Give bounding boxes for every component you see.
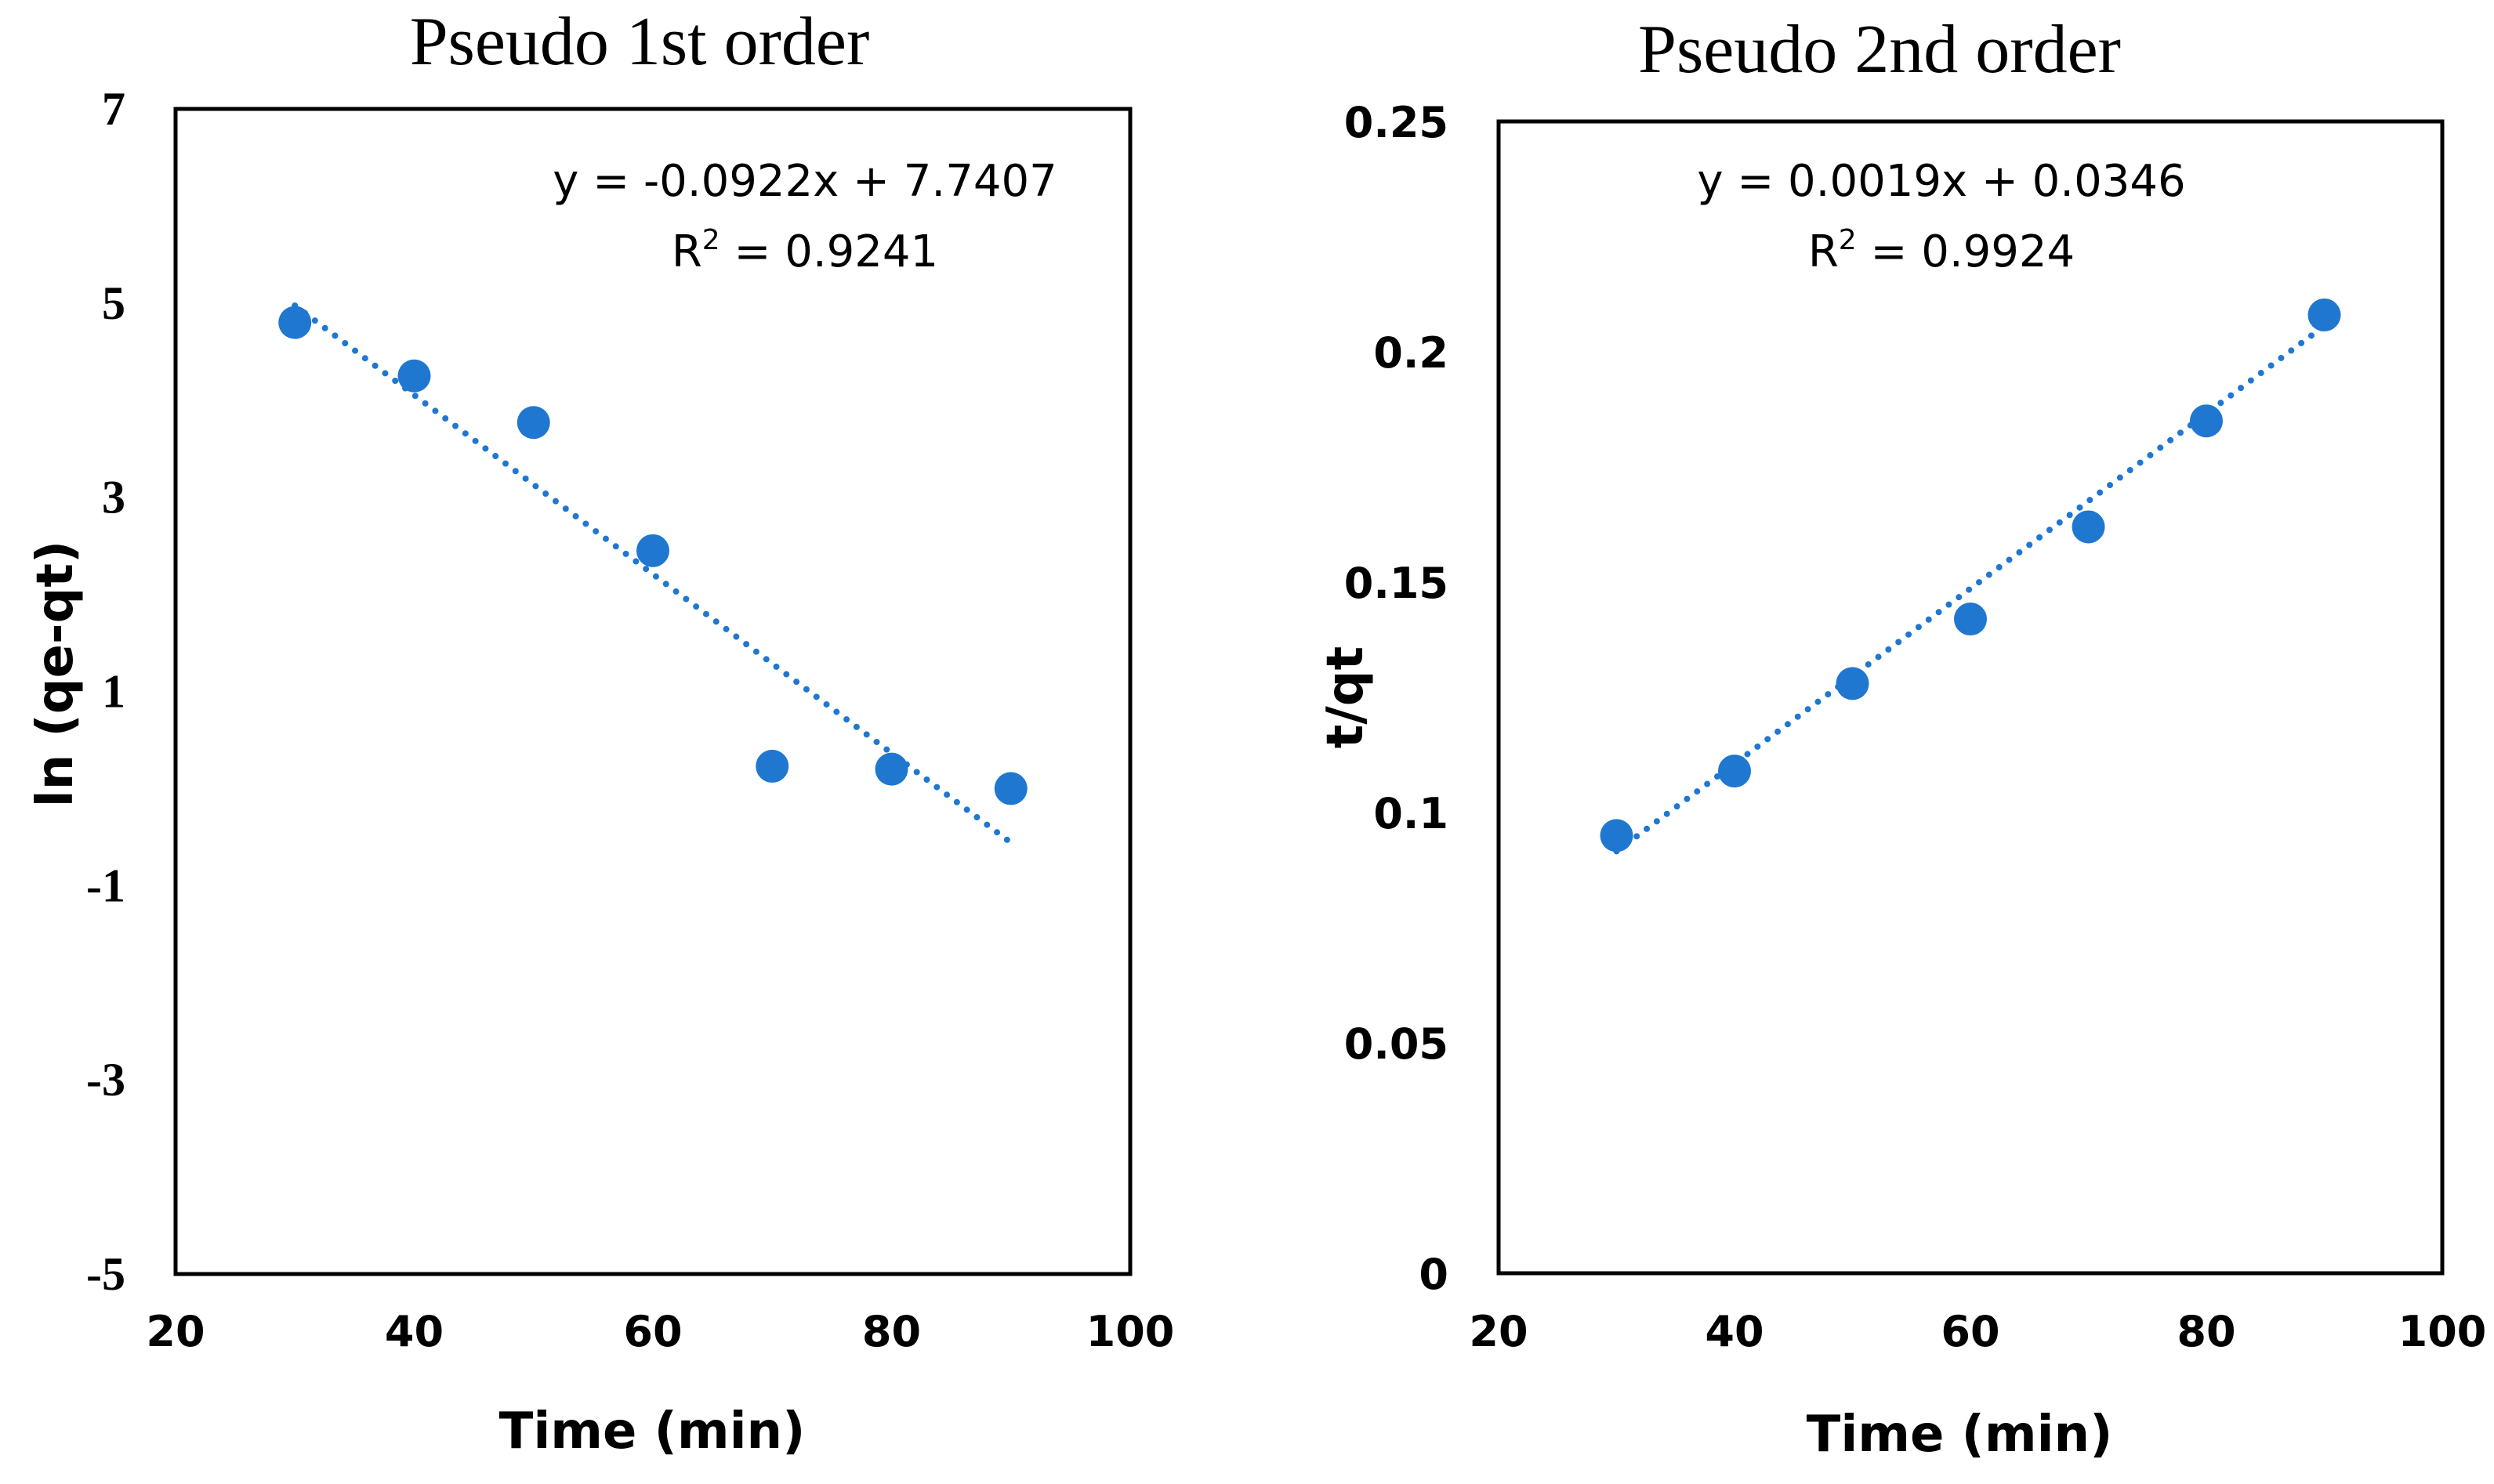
r2-superscript: 2 bbox=[702, 224, 720, 256]
x-tick-labels: 20 40 60 80 100 bbox=[146, 1307, 1174, 1356]
data-point bbox=[875, 752, 908, 786]
x-tick-label: 40 bbox=[385, 1307, 444, 1356]
x-tick-label: 100 bbox=[1086, 1307, 1175, 1356]
r2-prefix: R bbox=[1808, 226, 1839, 277]
y-tick-label: -5 bbox=[86, 1248, 125, 1300]
plot-frame bbox=[173, 107, 1133, 1276]
trendline-path bbox=[1613, 323, 2328, 855]
data-points bbox=[278, 306, 1028, 805]
r2-superscript: 2 bbox=[1839, 224, 1857, 256]
trendline-equation: y = -0.0922x + 7.7407 bbox=[553, 156, 1057, 207]
data-point bbox=[2190, 404, 2223, 438]
x-tick-labels: 20 40 60 80 100 bbox=[1469, 1307, 2486, 1356]
y-tick-label: -1 bbox=[86, 860, 125, 911]
x-tick-label: 100 bbox=[2398, 1307, 2487, 1356]
plot-frame bbox=[1496, 119, 2445, 1276]
data-point bbox=[2072, 510, 2105, 544]
y-tick-label: 7 bbox=[102, 83, 125, 135]
trendline-equation: y = 0.0019x + 0.0346 bbox=[1697, 156, 2185, 207]
y-tick-labels: -5 -3 -1 1 3 5 7 bbox=[86, 83, 125, 1300]
data-point bbox=[994, 772, 1028, 805]
trendline bbox=[292, 302, 1014, 846]
r-squared-label: R2 = 0.9241 bbox=[672, 224, 938, 277]
x-tick-label: 40 bbox=[1705, 1307, 1764, 1356]
r-squared-label: R2 = 0.9924 bbox=[1808, 224, 2075, 277]
data-point bbox=[2307, 298, 2341, 331]
chart-title: Pseudo 2nd order bbox=[1638, 12, 2121, 88]
x-axis-label: Time (min) bbox=[1807, 1406, 2113, 1464]
data-point bbox=[278, 306, 312, 339]
data-point bbox=[636, 534, 669, 567]
y-tick-label: 0.05 bbox=[1344, 1019, 1448, 1069]
y-tick-label: 0.15 bbox=[1344, 559, 1448, 608]
x-axis-label: Time (min) bbox=[499, 1403, 806, 1460]
data-point bbox=[1718, 755, 1751, 788]
y-axis-label: ln (qe-qt) bbox=[27, 541, 85, 807]
chart-pseudo-second-order: Pseudo 2nd order 0 0.05 0.1 0.15 0.2 0.25 20 4… bbox=[1317, 12, 2486, 1464]
data-point bbox=[756, 749, 789, 783]
y-tick-label: 0.25 bbox=[1344, 98, 1448, 147]
y-tick-label: 0 bbox=[1419, 1250, 1448, 1299]
data-point bbox=[397, 359, 431, 393]
x-tick-label: 20 bbox=[1469, 1307, 1528, 1356]
data-point bbox=[517, 406, 550, 440]
y-tick-label: 5 bbox=[102, 277, 125, 329]
x-tick-label: 60 bbox=[1941, 1307, 1999, 1356]
y-tick-label: 3 bbox=[102, 472, 125, 523]
x-tick-label: 20 bbox=[146, 1307, 205, 1356]
r2-value: = 0.9924 bbox=[1857, 226, 2075, 277]
trendline bbox=[1613, 323, 2328, 855]
r2-value: = 0.9241 bbox=[720, 226, 938, 277]
data-point bbox=[1836, 667, 1869, 700]
y-tick-label: 1 bbox=[102, 666, 125, 718]
y-axis-label: t/qt bbox=[1317, 646, 1375, 748]
trendline-path bbox=[292, 302, 1014, 846]
x-tick-label: 80 bbox=[2177, 1307, 2235, 1356]
y-tick-labels: 0 0.05 0.1 0.15 0.2 0.25 bbox=[1344, 98, 1448, 1299]
y-tick-label: 0.1 bbox=[1373, 789, 1448, 838]
data-point bbox=[1600, 819, 1633, 852]
chart-title: Pseudo 1st order bbox=[410, 4, 870, 80]
data-points bbox=[1600, 298, 2341, 852]
y-tick-label: -3 bbox=[86, 1054, 125, 1106]
data-point bbox=[1954, 603, 1987, 636]
x-tick-label: 60 bbox=[623, 1307, 682, 1356]
y-tick-label: 0.2 bbox=[1373, 328, 1448, 378]
x-tick-label: 80 bbox=[862, 1307, 921, 1356]
r2-prefix: R bbox=[672, 226, 702, 277]
